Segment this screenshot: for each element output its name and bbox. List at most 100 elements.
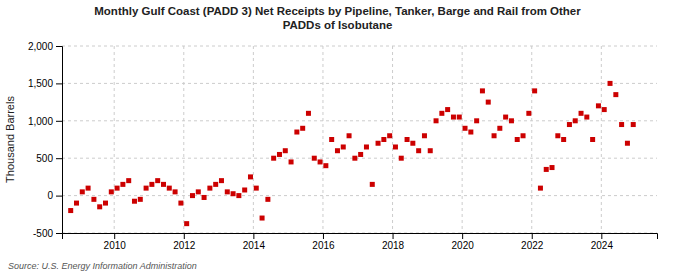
point (68, 208, 73, 213)
chart: Monthly Gulf Coast (PADD 3) Net Receipts… (0, 0, 675, 275)
tick: 2016 (312, 233, 335, 251)
point (364, 144, 369, 149)
point (457, 115, 462, 120)
point (544, 167, 549, 172)
point (109, 189, 114, 194)
point (248, 174, 253, 179)
point (242, 187, 247, 192)
point (167, 186, 172, 191)
point (573, 118, 578, 123)
tick-label: 2018 (382, 240, 405, 251)
point (91, 197, 96, 202)
point (584, 115, 589, 120)
grid-line-y (62, 46, 657, 47)
tick-label: 2014 (243, 240, 266, 251)
plot: 20102012201420162018202020222024-5000500… (28, 41, 658, 251)
axis-line (63, 234, 658, 240)
point (126, 178, 131, 183)
tick: 2020 (452, 233, 475, 251)
point (341, 144, 346, 149)
point (335, 148, 340, 153)
point (80, 189, 85, 194)
tick-label: 2016 (312, 240, 335, 251)
point (445, 107, 450, 112)
point (381, 137, 386, 142)
point (300, 126, 305, 131)
grid-line-x (253, 46, 254, 233)
grid-line-y (62, 158, 657, 159)
y-axis: -50005001,0001,5002,000 (28, 41, 63, 239)
point (155, 178, 160, 183)
point (312, 156, 317, 161)
grid-line-y (62, 195, 657, 196)
tick-mark (114, 233, 115, 239)
tick-mark (532, 233, 533, 239)
point (399, 156, 404, 161)
point (451, 115, 456, 120)
tick-label: 2010 (104, 240, 127, 251)
tick-mark (253, 233, 254, 239)
point (602, 107, 607, 112)
point (532, 88, 537, 93)
point (492, 133, 497, 138)
point (550, 165, 555, 170)
point (387, 133, 392, 138)
tick-label: 2,000 (28, 41, 53, 52)
point (579, 111, 584, 116)
grid-line-y (62, 83, 657, 84)
point (509, 118, 514, 123)
point (294, 130, 299, 135)
point (596, 103, 601, 108)
tick-label: 2022 (521, 240, 544, 251)
point (115, 186, 120, 191)
point (631, 122, 636, 127)
tick-mark (393, 233, 394, 239)
point (219, 178, 224, 183)
point (422, 133, 427, 138)
tick: 2024 (591, 233, 614, 251)
point (463, 126, 468, 131)
point (323, 163, 328, 168)
tick-label: 500 (36, 153, 53, 164)
point (103, 201, 108, 206)
tick-label: 2012 (173, 240, 196, 251)
point (207, 186, 212, 191)
point (149, 182, 154, 187)
point (289, 159, 294, 164)
point (474, 118, 479, 123)
tick-label: 2024 (591, 240, 614, 251)
grid-line-x (183, 46, 184, 233)
point (468, 130, 473, 135)
tick-mark (56, 233, 62, 234)
grid-line-y (62, 120, 657, 121)
grid-line-x (601, 46, 602, 233)
point (283, 148, 288, 153)
x-axis: 2010 2012 2014 2016 2018 2020 2022 2024 (63, 233, 658, 251)
point (190, 193, 195, 198)
point (376, 141, 381, 146)
point (521, 133, 526, 138)
point (526, 111, 531, 116)
tick-mark (56, 121, 62, 122)
tick-mark (56, 196, 62, 197)
point (590, 137, 595, 142)
tick-mark (56, 83, 62, 84)
tick-mark (56, 158, 62, 159)
point (497, 126, 502, 131)
tick-mark (323, 233, 324, 239)
grid (62, 46, 657, 233)
tick: 1,000 (28, 116, 62, 127)
tick: 2014 (243, 233, 266, 251)
point (184, 221, 189, 226)
grid-line-x (392, 46, 393, 233)
point (410, 141, 415, 146)
point (196, 189, 201, 194)
title-line: PADDs of Isobutane (283, 19, 393, 31)
tick: 500 (36, 153, 62, 164)
point (416, 148, 421, 153)
tick-label: 2020 (452, 240, 475, 251)
tick: 2018 (382, 233, 405, 251)
point (503, 115, 508, 120)
point (231, 191, 236, 196)
title-line: Monthly Gulf Coast (PADD 3) Net Receipts… (94, 5, 581, 17)
